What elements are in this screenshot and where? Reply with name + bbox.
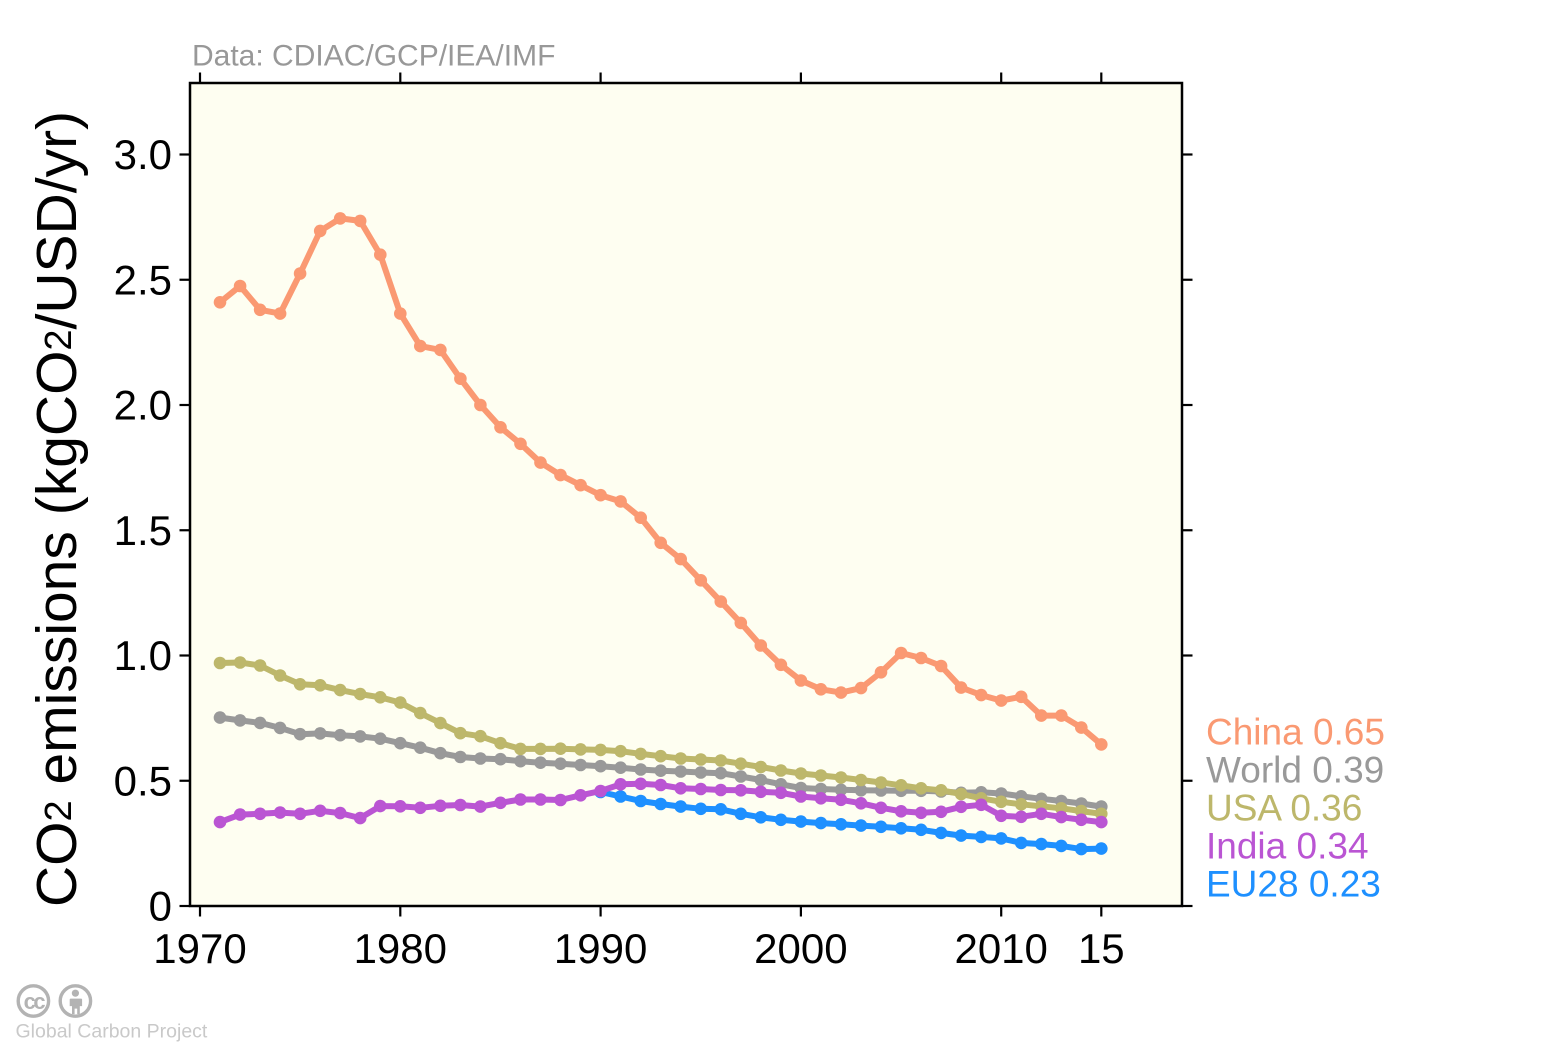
svg-text:1970: 1970: [153, 925, 246, 972]
svg-text:India 0.34: India 0.34: [1206, 826, 1369, 867]
svg-text:2010: 2010: [954, 925, 1047, 972]
svg-text:USA 0.36: USA 0.36: [1206, 788, 1362, 829]
svg-text:1.0: 1.0: [114, 632, 172, 679]
svg-text:CO2 emissions (kgCO2/USD/yr): CO2 emissions (kgCO2/USD/yr): [25, 111, 89, 907]
svg-text:15: 15: [1078, 925, 1125, 972]
svg-text:1980: 1980: [354, 925, 447, 972]
svg-text:1.5: 1.5: [114, 507, 172, 554]
svg-text:2000: 2000: [754, 925, 847, 972]
svg-text:Data: CDIAC/GCP/IEA/IMF: Data: CDIAC/GCP/IEA/IMF: [192, 40, 555, 73]
svg-text:2.5: 2.5: [114, 256, 172, 303]
svg-text:0: 0: [149, 883, 172, 930]
svg-text:World 0.39: World 0.39: [1206, 750, 1384, 791]
svg-text:EU28 0.23: EU28 0.23: [1206, 864, 1381, 905]
svg-text:0.5: 0.5: [114, 757, 172, 804]
svg-text:2.0: 2.0: [114, 382, 172, 429]
svg-text:3.0: 3.0: [114, 131, 172, 178]
svg-text:1990: 1990: [554, 925, 647, 972]
svg-text:Global Carbon Project: Global Carbon Project: [16, 1021, 208, 1043]
svg-text:cc: cc: [24, 989, 46, 1014]
svg-text:China 0.65: China 0.65: [1206, 712, 1385, 753]
